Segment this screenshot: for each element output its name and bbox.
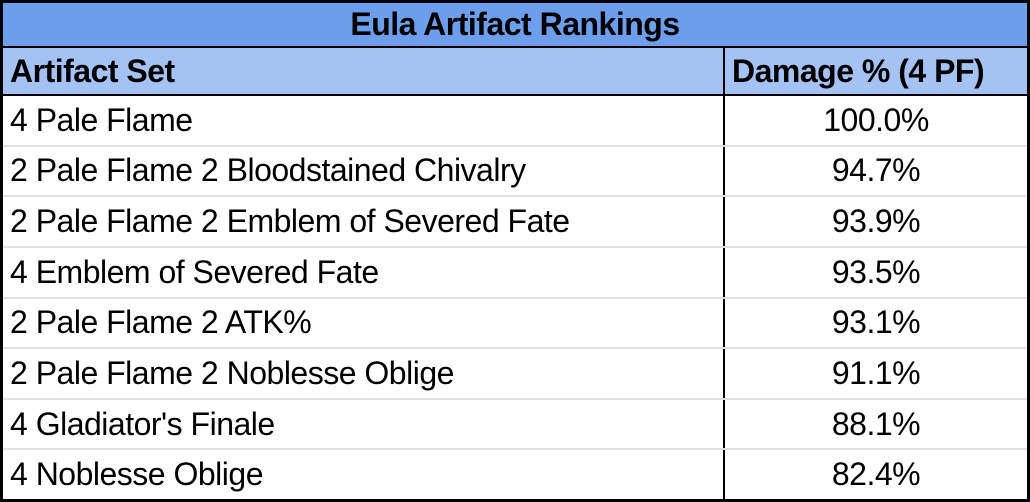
artifact-set-cell: 2 Pale Flame 2 Noblesse Oblige — [10, 354, 454, 391]
table-row: 4 Gladiator's Finale 88.1% — [3, 399, 1027, 451]
artifact-set-cell: 4 Emblem of Severed Fate — [10, 253, 379, 290]
artifact-set-cell: 4 Pale Flame — [10, 101, 193, 138]
table-row: 4 Emblem of Severed Fate 93.5% — [3, 247, 1027, 299]
damage-percent-cell: 100.0% — [723, 96, 1027, 145]
table-row: 2 Pale Flame 2 Bloodstained Chivalry 94.… — [3, 146, 1027, 198]
table-row: 4 Pale Flame 100.0% — [3, 96, 1027, 147]
table-header-row: Artifact Set Damage % (4 PF) — [3, 48, 1027, 96]
damage-percent-cell: 88.1% — [723, 399, 1027, 449]
artifact-set-cell: 2 Pale Flame 2 Emblem of Severed Fate — [10, 203, 570, 240]
damage-percent-cell: 94.7% — [723, 146, 1027, 196]
table-body: 4 Pale Flame 100.0% 2 Pale Flame 2 Blood… — [3, 96, 1027, 499]
damage-percent-cell: 93.9% — [723, 197, 1027, 246]
damage-percent-cell: 82.4% — [723, 450, 1027, 499]
damage-percent-cell: 91.1% — [723, 349, 1027, 398]
damage-percent-cell: 93.1% — [723, 298, 1027, 348]
table-row: 2 Pale Flame 2 ATK% 93.1% — [3, 298, 1027, 350]
column-header-artifact-set: Artifact Set — [10, 52, 175, 89]
table-row: 2 Pale Flame 2 Noblesse Oblige 91.1% — [3, 349, 1027, 400]
table-title: Eula Artifact Rankings — [3, 3, 1027, 48]
table-row: 2 Pale Flame 2 Emblem of Severed Fate 93… — [3, 197, 1027, 248]
table-row: 4 Noblesse Oblige 82.4% — [3, 450, 1027, 499]
column-header-damage-percent: Damage % (4 PF) — [723, 48, 1027, 94]
artifact-set-cell: 4 Gladiator's Finale — [10, 405, 275, 442]
damage-percent-cell: 93.5% — [723, 247, 1027, 297]
artifact-set-cell: 2 Pale Flame 2 ATK% — [10, 304, 312, 341]
artifact-set-cell: 2 Pale Flame 2 Bloodstained Chivalry — [10, 152, 526, 189]
artifact-set-cell: 4 Noblesse Oblige — [10, 456, 263, 493]
